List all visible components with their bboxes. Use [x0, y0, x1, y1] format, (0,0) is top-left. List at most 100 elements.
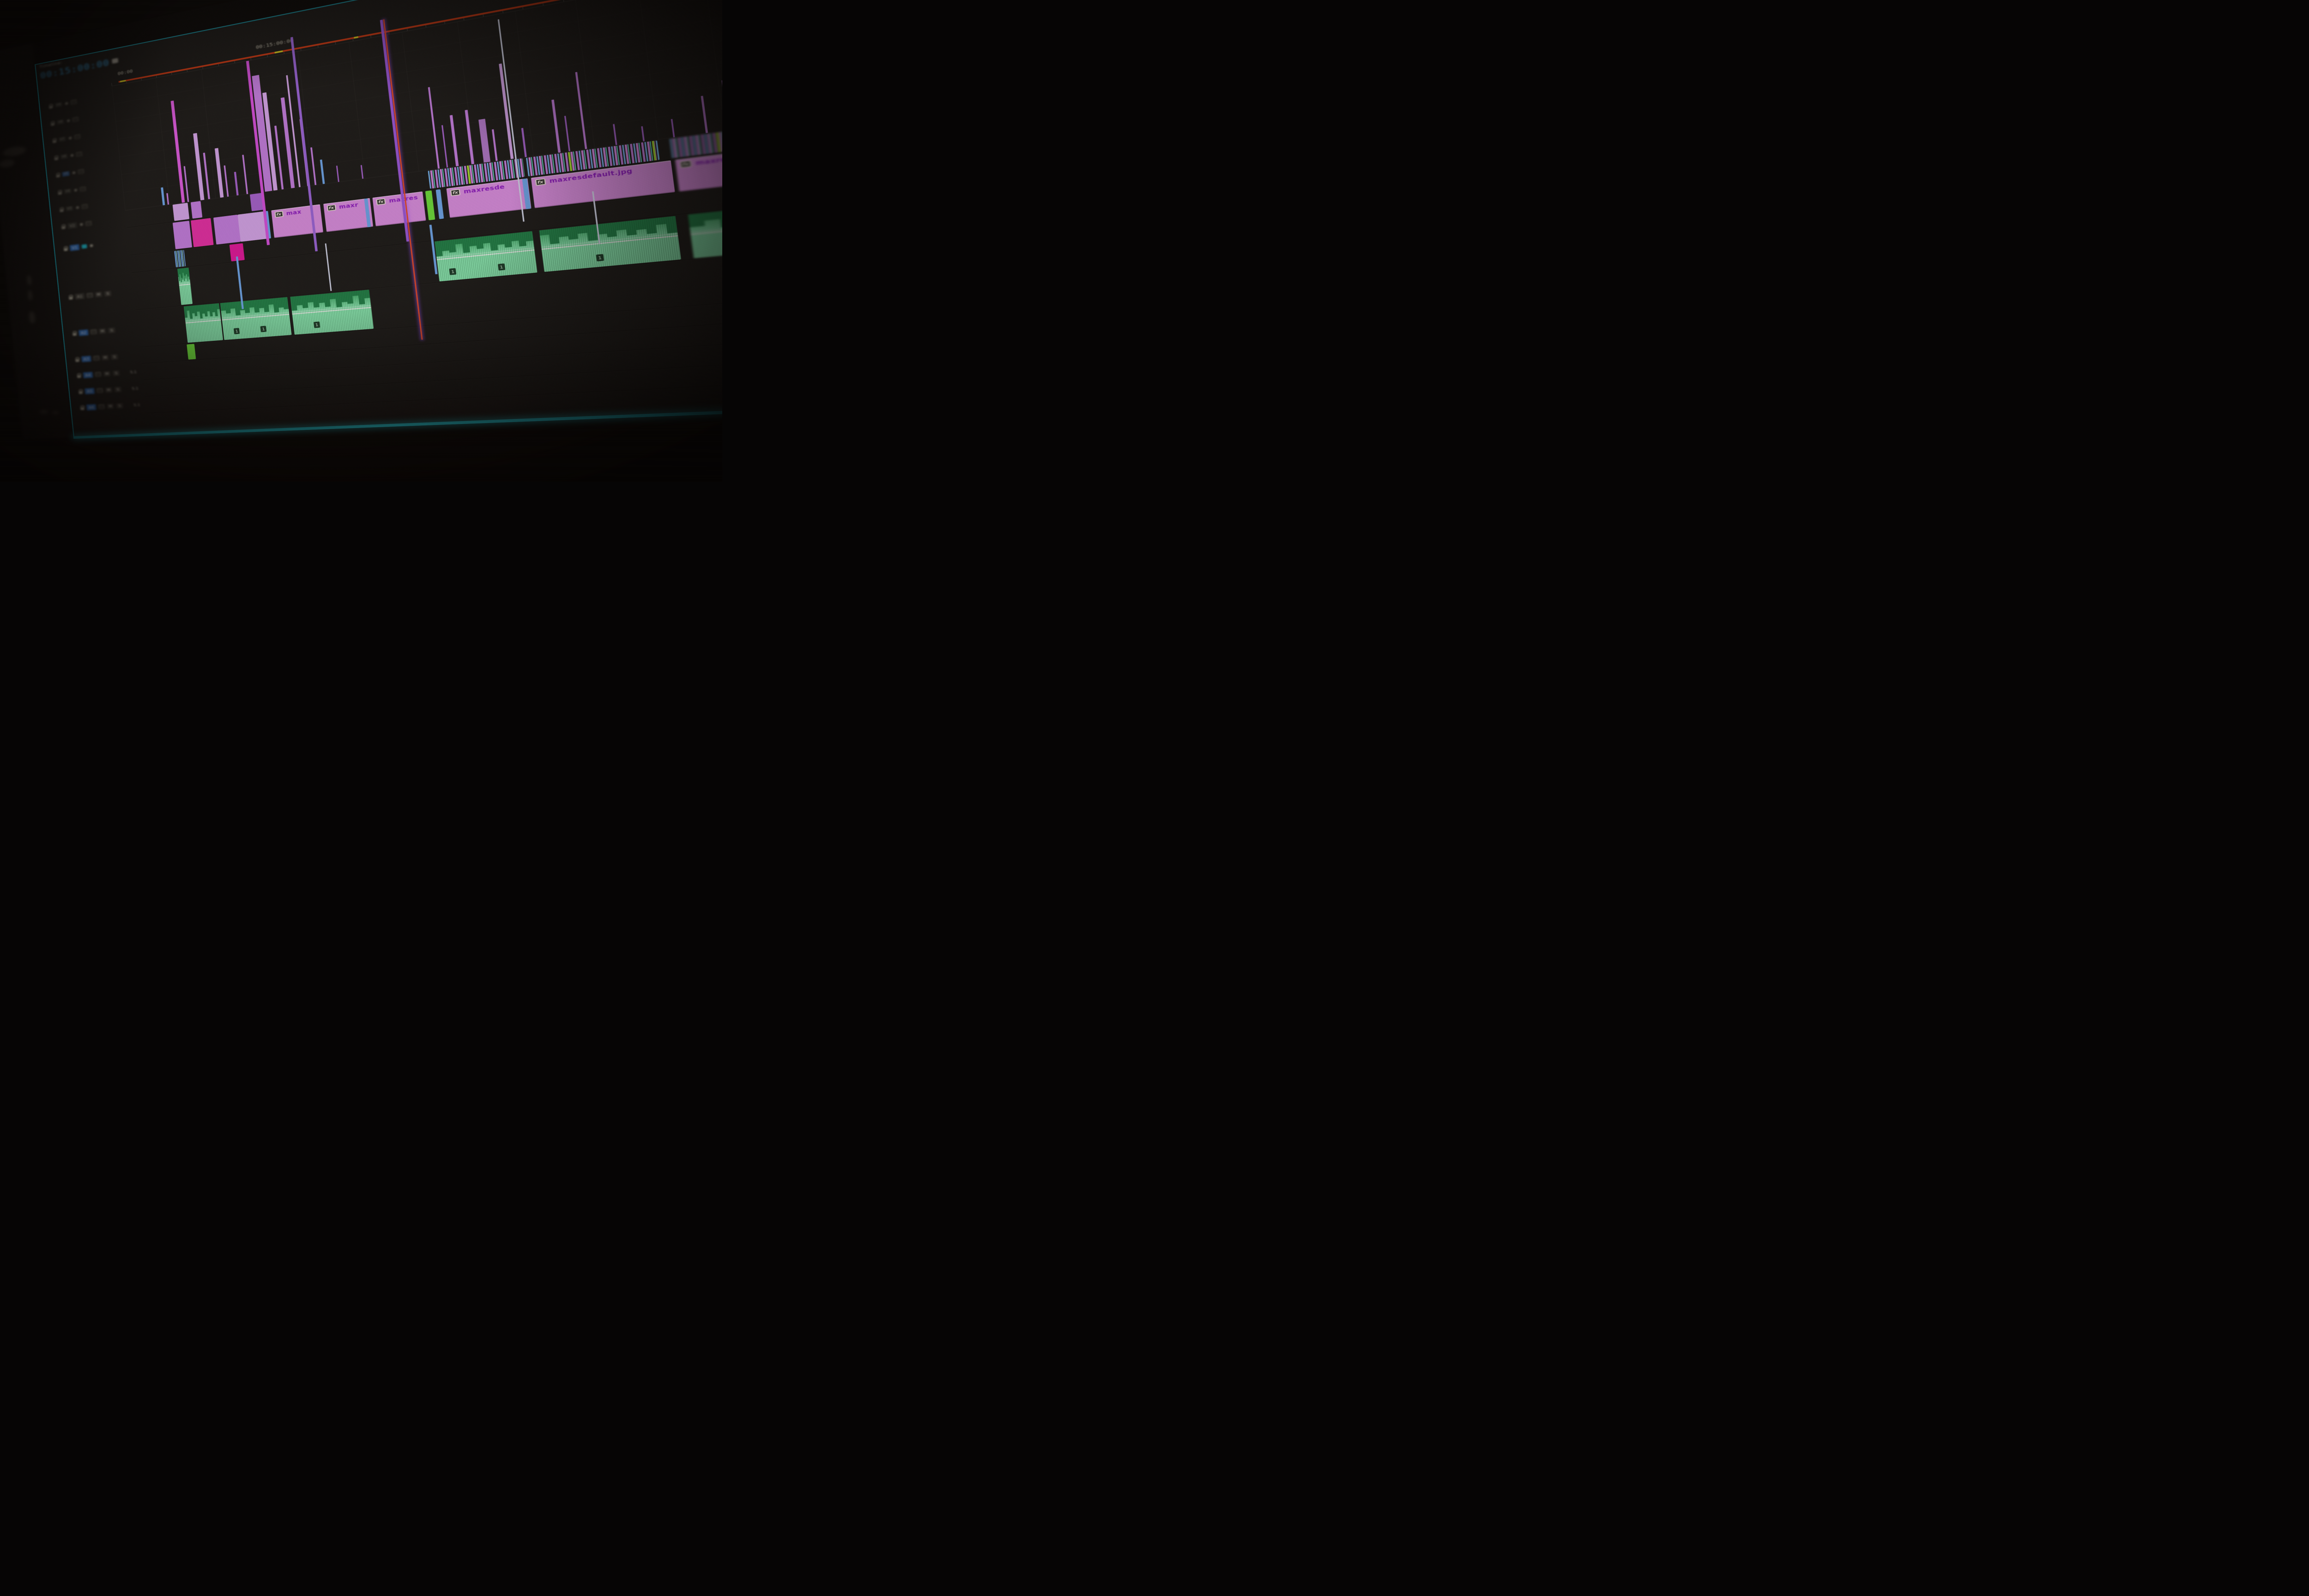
track-badge-v9[interactable]: V9: [54, 102, 63, 108]
track-badge-v1[interactable]: V1: [69, 244, 80, 251]
audio-track-header-a2[interactable]: A2 M S: [62, 310, 140, 353]
fx-badge-icon[interactable]: fx: [376, 198, 386, 206]
sync-lock-icon[interactable]: [98, 404, 105, 410]
video-clip[interactable]: [612, 124, 617, 145]
eye-icon[interactable]: ◉: [71, 170, 76, 175]
sync-lock-icon[interactable]: [97, 388, 103, 393]
lock-icon[interactable]: [64, 248, 68, 251]
ruler-marker[interactable]: [274, 50, 283, 54]
video-clip[interactable]: [310, 147, 317, 185]
lock-icon[interactable]: [80, 407, 85, 411]
eye-icon[interactable]: ◉: [64, 100, 69, 106]
fx-badge-icon[interactable]: fx: [326, 204, 336, 212]
sync-lock-icon[interactable]: [81, 204, 88, 209]
video-clip[interactable]: [671, 119, 675, 138]
solo-button-a1[interactable]: S: [104, 290, 112, 297]
mute-button-a4[interactable]: M: [103, 371, 111, 377]
video-clip[interactable]: [187, 344, 196, 360]
solo-button-a3[interactable]: S: [110, 354, 118, 360]
track-badge-a1[interactable]: A1: [74, 293, 85, 300]
video-clip[interactable]: [465, 109, 474, 164]
track-badge-v2[interactable]: V2: [67, 222, 78, 230]
lock-icon[interactable]: [61, 226, 66, 230]
video-clip[interactable]: [575, 72, 587, 150]
track-badge-a5[interactable]: A5: [85, 388, 95, 394]
lock-icon[interactable]: [60, 209, 64, 212]
sync-lock-icon[interactable]: [90, 329, 97, 335]
mute-button-a1[interactable]: M: [95, 291, 103, 298]
video-clip[interactable]: [435, 189, 444, 219]
video-clip[interactable]: [224, 165, 229, 197]
lock-icon[interactable]: [79, 391, 83, 394]
video-clip[interactable]: [280, 97, 295, 188]
lock-icon[interactable]: [77, 375, 81, 378]
solo-button-a5[interactable]: S: [114, 387, 122, 393]
sync-lock-icon[interactable]: [86, 292, 93, 298]
fx-badge-icon[interactable]: fx: [679, 160, 692, 169]
audio-track-header-a1[interactable]: A1 M S: [58, 272, 136, 316]
lock-icon[interactable]: [75, 359, 79, 362]
ruler-marker[interactable]: [354, 36, 358, 39]
lock-icon[interactable]: [54, 157, 59, 161]
lock-icon[interactable]: [50, 122, 55, 126]
lock-icon[interactable]: [48, 105, 53, 109]
track-badge-v8[interactable]: V8: [56, 119, 65, 125]
ruler-marker[interactable]: [120, 79, 126, 83]
video-clip[interactable]: [425, 190, 435, 221]
video-clip[interactable]: [173, 220, 193, 249]
video-clip[interactable]: [166, 193, 169, 205]
audio-clip[interactable]: [183, 303, 224, 343]
video-clip[interactable]: [449, 115, 459, 167]
fx-badge-icon[interactable]: fx: [535, 178, 546, 186]
video-clip[interactable]: [521, 127, 527, 157]
solo-button-a2[interactable]: S: [108, 327, 115, 333]
video-clip[interactable]: [161, 187, 165, 206]
mute-button-a3[interactable]: M: [102, 355, 109, 361]
sync-lock-icon[interactable]: [72, 116, 79, 122]
video-clip[interactable]: [190, 201, 203, 219]
track-badge-a6[interactable]: A6: [86, 404, 97, 411]
track-badge-v7[interactable]: V7: [58, 136, 66, 142]
thin-clips-cluster[interactable]: [174, 250, 186, 267]
video-clip[interactable]: [441, 125, 448, 168]
video-clip[interactable]: [491, 129, 498, 161]
lock-icon[interactable]: [56, 174, 60, 178]
video-clip[interactable]: [190, 218, 214, 248]
track-badge-v3[interactable]: V3: [66, 206, 73, 212]
eye-icon[interactable]: ◉: [89, 243, 94, 248]
eye-icon[interactable]: ◉: [66, 118, 71, 123]
mute-button-a5[interactable]: M: [105, 387, 113, 393]
video-clip[interactable]: [172, 202, 190, 221]
video-clip[interactable]: [428, 87, 440, 169]
fx-badge-icon[interactable]: fx: [274, 211, 284, 218]
sync-lock-icon[interactable]: [95, 372, 102, 377]
wrench-icon[interactable]: [112, 58, 119, 64]
eye-icon[interactable]: ◉: [79, 222, 84, 227]
video-clip[interactable]: [193, 133, 205, 200]
track-badge-a2[interactable]: A2: [79, 329, 89, 336]
track-badge-a3[interactable]: A3: [81, 356, 91, 363]
sync-lock-icon[interactable]: [78, 169, 85, 175]
track-badge-v4[interactable]: V4: [64, 188, 72, 194]
eye-icon[interactable]: ◉: [70, 152, 74, 158]
video-clip[interactable]: [360, 165, 364, 179]
eye-icon[interactable]: ◉: [75, 205, 80, 210]
lock-icon[interactable]: [58, 191, 62, 195]
video-clip[interactable]: [641, 126, 645, 142]
track-badge-v5[interactable]: V5: [62, 171, 70, 177]
video-clip[interactable]: [551, 99, 561, 153]
track-badge-a4[interactable]: A4: [83, 372, 93, 379]
video-clip[interactable]: [478, 119, 491, 163]
lock-icon[interactable]: [52, 139, 57, 143]
lock-icon[interactable]: [73, 332, 77, 336]
video-clip[interactable]: [213, 214, 241, 245]
video-clip[interactable]: [214, 148, 224, 198]
track-badge-v6[interactable]: V6: [60, 153, 68, 159]
audio-clip[interactable]: [177, 267, 193, 305]
mute-button-a2[interactable]: M: [98, 328, 106, 334]
video-clip[interactable]: [700, 96, 708, 133]
video-clip[interactable]: [183, 166, 189, 202]
audio-clip[interactable]: 1: [290, 290, 374, 335]
